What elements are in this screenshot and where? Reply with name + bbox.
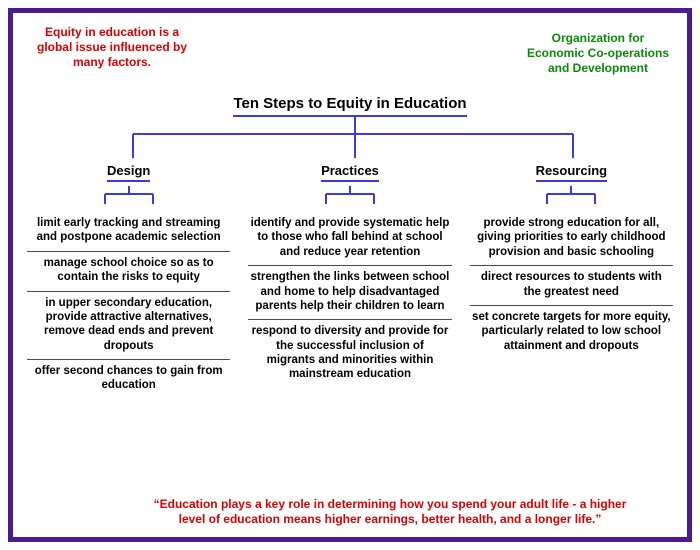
list-item: offer second chances to gain from educat… — [27, 360, 230, 399]
title-wrap: Ten Steps to Equity in Education — [13, 95, 687, 117]
column-heading: Design — [107, 163, 150, 182]
mini-connector — [541, 186, 601, 204]
list-item: in upper secondary education, provide at… — [27, 292, 230, 361]
item-list: limit early tracking and streaming and p… — [27, 212, 230, 399]
list-item: strengthen the links between school and … — [248, 266, 451, 320]
list-item: identify and provide systematic help to … — [248, 212, 451, 266]
item-list: identify and provide systematic help to … — [248, 212, 451, 388]
mini-connector — [99, 186, 159, 204]
column-design: Design limit early tracking and streamin… — [27, 163, 230, 399]
mini-connector — [320, 186, 380, 204]
list-item: direct resources to students with the gr… — [470, 266, 673, 306]
note-oecd: Organization for Economic Co-operations … — [523, 31, 673, 76]
note-equity: Equity in education is a global issue in… — [27, 25, 197, 70]
column-resourcing: Resourcing provide strong education for … — [470, 163, 673, 399]
diagram-frame: Equity in education is a global issue in… — [8, 8, 692, 542]
list-item: set concrete targets for more equity, pa… — [470, 306, 673, 359]
list-item: limit early tracking and streaming and p… — [27, 212, 230, 252]
columns-row: Design limit early tracking and streamin… — [27, 163, 673, 399]
list-item: provide strong education for all, giving… — [470, 212, 673, 266]
diagram-title: Ten Steps to Equity in Education — [233, 95, 466, 117]
column-heading: Practices — [321, 163, 379, 182]
list-item: manage school choice so as to contain th… — [27, 252, 230, 292]
bottom-quote: “Education plays a key role in determini… — [153, 497, 627, 527]
column-practices: Practices identify and provide systemati… — [248, 163, 451, 399]
column-heading: Resourcing — [536, 163, 608, 182]
item-list: provide strong education for all, giving… — [470, 212, 673, 359]
list-item: respond to diversity and provide for the… — [248, 320, 451, 388]
